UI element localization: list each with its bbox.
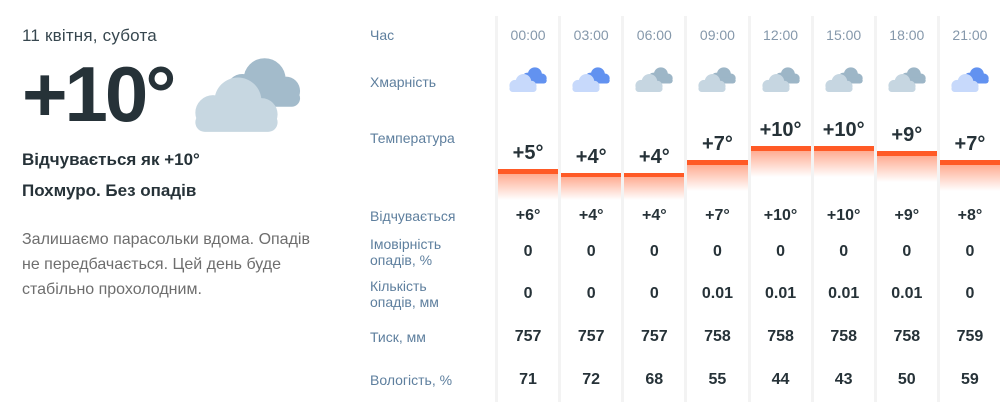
row-label-precip-probability: Імовірність опадів, % xyxy=(370,236,442,268)
precip-probability-cell: 0 xyxy=(558,232,621,272)
precip-probability-cell: 0 xyxy=(684,232,747,272)
time-cell: 03:00 xyxy=(558,16,621,54)
temperature-value: +4° xyxy=(575,146,607,168)
row-label-time: Час xyxy=(370,27,395,43)
precip-amount-cell: 0.01 xyxy=(747,272,811,316)
temperature-cell: +7° xyxy=(936,110,1000,200)
cloudy-icon xyxy=(194,58,300,132)
time-cell: 09:00 xyxy=(684,16,747,54)
humidity-cell: 72 xyxy=(558,358,621,402)
temperature-value: +10° xyxy=(759,119,802,141)
time-cell: 15:00 xyxy=(810,16,874,54)
cloudiness-icon xyxy=(825,66,863,92)
feels-like-cell: +6° xyxy=(495,200,558,232)
precip-amount-cell: 0 xyxy=(495,272,558,316)
humidity-cell: 59 xyxy=(936,358,1000,402)
row-label-feels-like: Відчувається xyxy=(370,208,456,224)
temperature-bar xyxy=(624,173,685,178)
cloudiness-icon xyxy=(572,66,610,92)
current-temperature: +10° xyxy=(22,50,177,139)
row-label-temperature: Температура xyxy=(370,130,455,146)
time-cell: 00:00 xyxy=(495,16,558,54)
row-label-cloudiness: Хмарність xyxy=(370,74,437,90)
temperature-cell: +10° xyxy=(810,110,874,200)
feels-like-cell: +10° xyxy=(747,200,811,232)
temperature-cell: +7° xyxy=(684,110,748,200)
precip-probability-cell: 0 xyxy=(621,232,684,272)
pressure-cell: 758 xyxy=(684,316,747,358)
hourly-forecast-table: Час 00:00 03:00 06:00 09:00 12:00 15:00 … xyxy=(360,16,1000,402)
precip-probability-cell: 0 xyxy=(495,232,558,272)
cloudiness-icon xyxy=(509,66,547,92)
feels-like-cell: +10° xyxy=(810,200,874,232)
condition-text: Похмуро. Без опадів xyxy=(22,181,197,200)
precip-probability-cell: 0 xyxy=(810,232,874,272)
row-label-humidity: Вологість, % xyxy=(370,372,453,388)
temperature-bar xyxy=(750,146,811,151)
temperature-cell: +10° xyxy=(747,110,811,200)
humidity-cell: 55 xyxy=(684,358,747,402)
time-cell: 18:00 xyxy=(873,16,937,54)
time-cell: 12:00 xyxy=(747,16,811,54)
pressure-cell: 757 xyxy=(495,316,558,358)
humidity-cell: 43 xyxy=(810,358,874,402)
pressure-cell: 759 xyxy=(936,316,1000,358)
precip-amount-cell: 0 xyxy=(936,272,1000,316)
precip-amount-cell: 0 xyxy=(621,272,684,316)
feels-like-cell: +4° xyxy=(558,200,621,232)
temperature-cell: +9° xyxy=(873,110,937,200)
pressure-cell: 757 xyxy=(558,316,621,358)
pressure-cell: 758 xyxy=(810,316,874,358)
cloudiness-icon xyxy=(761,66,800,92)
feels-like-cell: +4° xyxy=(621,200,684,232)
cloudiness-icon xyxy=(635,66,673,92)
pressure-cell: 758 xyxy=(747,316,811,358)
precip-probability-cell: 0 xyxy=(873,232,937,272)
temperature-value: +9° xyxy=(891,123,923,146)
time-cell: 21:00 xyxy=(936,16,1000,54)
precip-probability-cell: 0 xyxy=(747,232,811,272)
precip-probability-cell: 0 xyxy=(936,232,1000,272)
time-cell: 06:00 xyxy=(621,16,684,54)
temperature-bar xyxy=(498,168,559,174)
humidity-cell: 50 xyxy=(873,358,937,402)
precip-amount-cell: 0.01 xyxy=(684,272,747,316)
humidity-cell: 44 xyxy=(747,358,811,402)
temperature-bar xyxy=(813,146,874,151)
humidity-cell: 68 xyxy=(621,358,684,402)
precip-amount-cell: 0 xyxy=(558,272,621,316)
temperature-value: +7° xyxy=(702,132,733,155)
current-weather-panel: 11 квітня, субота +10° Відчувається як +… xyxy=(22,26,344,302)
cloudiness-icon xyxy=(698,66,737,92)
temperature-value: +10° xyxy=(822,119,865,141)
row-label-precip-amount: Кількість опадів, мм xyxy=(370,278,439,310)
forecast-description: Залишаємо парасольки вдома. Опадів не пе… xyxy=(22,231,310,298)
temperature-bar xyxy=(687,159,748,165)
temperature-value: +5° xyxy=(512,141,544,164)
temperature-bar xyxy=(561,173,622,178)
feels-like-text: Відчувається як +10° xyxy=(22,150,200,169)
cloudiness-icon xyxy=(951,66,989,92)
temperature-bar xyxy=(939,159,1000,165)
row-label-pressure: Тиск, мм xyxy=(370,329,426,345)
humidity-cell: 71 xyxy=(495,358,558,402)
feels-like-cell: +8° xyxy=(936,200,1000,232)
cloudiness-icon xyxy=(888,66,926,92)
temperature-bar xyxy=(876,150,937,156)
feels-like-cell: +9° xyxy=(873,200,937,232)
temperature-cell: +4° xyxy=(558,110,622,200)
precip-amount-cell: 0.01 xyxy=(810,272,874,316)
temperature-cell: +4° xyxy=(621,110,685,200)
feels-like-cell: +7° xyxy=(684,200,747,232)
temperature-value: +4° xyxy=(638,146,670,168)
precip-amount-cell: 0.01 xyxy=(873,272,937,316)
temperature-value: +7° xyxy=(954,132,986,155)
pressure-cell: 757 xyxy=(621,316,684,358)
temperature-cell: +5° xyxy=(495,110,559,200)
pressure-cell: 758 xyxy=(873,316,937,358)
date-text: 11 квітня, субота xyxy=(22,26,157,45)
